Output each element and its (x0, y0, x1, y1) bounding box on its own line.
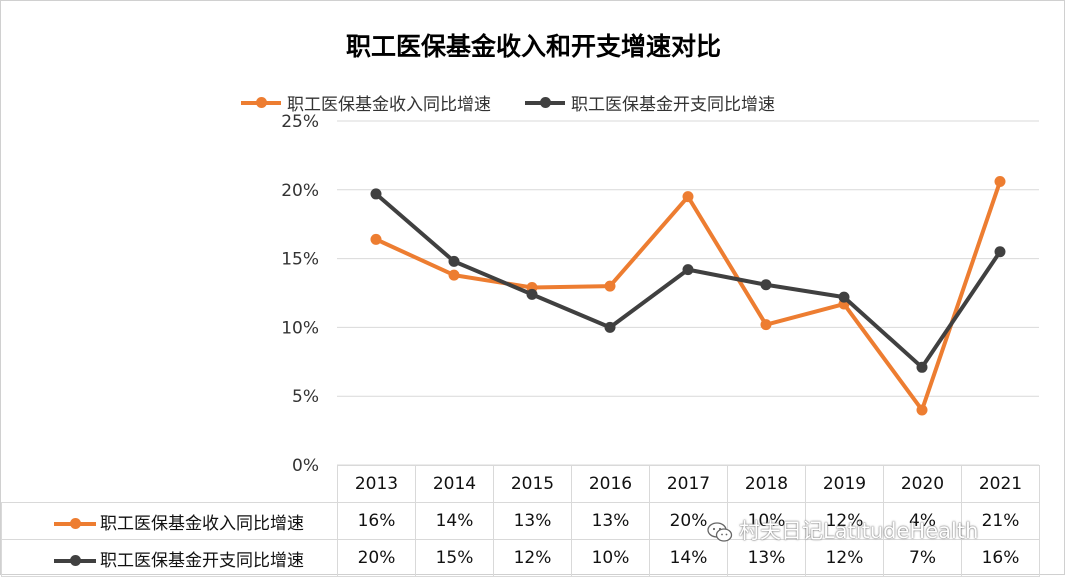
data-point-expense (370, 188, 382, 200)
table-row-label-expense: 职工医保基金开支同比增速 (100, 550, 304, 571)
table-row-header-income: 职工医保基金收入同比增速 (1, 502, 338, 540)
data-point-expense (682, 264, 694, 276)
table-value-cell: 13% (493, 502, 572, 540)
table-key-expense (54, 553, 96, 569)
table-value-cell: 4% (883, 502, 962, 540)
table-year-cell: 2019 (805, 465, 884, 503)
data-point-expense (994, 246, 1006, 258)
table-year-cell: 2014 (415, 465, 494, 503)
y-tick-label: 15% (281, 250, 319, 270)
table-header-row: 2013 2014 2015 2016 2017 2018 2019 2020 … (1, 465, 1040, 503)
wechat-icon (707, 522, 733, 542)
data-point-income (994, 176, 1006, 188)
data-point-income (604, 280, 616, 292)
table-corner-cell (1, 465, 338, 503)
table-value-cell: 7% (883, 539, 962, 577)
table-value-cell: 12% (805, 502, 884, 540)
series-line-income (374, 179, 1002, 412)
watermark: 村夫日记LatitudeHealth (707, 515, 978, 545)
legend-swatch-income (241, 92, 281, 112)
table-value-cell: 10% (571, 539, 650, 577)
data-point-expense (760, 279, 772, 291)
chart-legend: 职工医保基金收入同比增速 职工医保基金开支同比增速 (241, 89, 809, 115)
data-point-expense (838, 291, 850, 303)
table-value-cell: 13% (727, 539, 806, 577)
table-row-header-expense: 职工医保基金开支同比增速 (1, 539, 338, 577)
y-tick-label: 20% (281, 181, 319, 201)
table-value-cell: 20% (337, 539, 416, 577)
data-point-income (448, 269, 460, 281)
table-value-cell: 14% (649, 539, 728, 577)
data-point-expense (526, 288, 538, 300)
legend-label-income: 职工医保基金收入同比增速 (287, 94, 491, 115)
table-row-expense: 职工医保基金开支同比增速 20% 15% 12% 10% 14% 13% 12%… (1, 539, 1040, 577)
table-year-cell: 2021 (961, 465, 1040, 503)
table-year-cell: 2016 (571, 465, 650, 503)
y-tick-label: 10% (281, 318, 319, 338)
data-point-expense (604, 321, 616, 333)
table-value-cell: 14% (415, 502, 494, 540)
table-year-cell: 2015 (493, 465, 572, 503)
table-value-cell: 13% (571, 502, 650, 540)
table-year-cell: 2018 (727, 465, 806, 503)
data-point-income (760, 319, 772, 331)
table-year-cell: 2020 (883, 465, 962, 503)
legend-swatch-expense (525, 92, 565, 112)
data-point-income (682, 191, 694, 203)
table-value-cell: 15% (415, 539, 494, 577)
table-year-cell: 2017 (649, 465, 728, 503)
watermark-text: 村夫日记LatitudeHealth (739, 519, 979, 543)
y-tick-label: 25% (281, 112, 319, 132)
table-value-cell: 12% (493, 539, 572, 577)
legend-label-expense: 职工医保基金开支同比增速 (571, 94, 775, 115)
data-point-expense (916, 361, 928, 373)
data-point-income (916, 404, 928, 416)
table-key-income (54, 516, 96, 532)
table-row-income: 职工医保基金收入同比增速 16% 14% 13% 13% 20% 10% 12%… (1, 502, 1040, 540)
table-year-cell: 2013 (337, 465, 416, 503)
y-tick-label: 5% (292, 387, 319, 407)
chart-title: 职工医保基金收入和开支增速对比 (345, 32, 721, 61)
table-value-cell: 16% (961, 539, 1040, 577)
data-point-income (370, 233, 382, 245)
table-row-label-income: 职工医保基金收入同比增速 (100, 513, 304, 534)
table-value-cell: 10% (727, 502, 806, 540)
table-value-cell: 21% (961, 502, 1040, 540)
table-value-cell: 12% (805, 539, 884, 577)
data-point-expense (448, 255, 460, 267)
table-value-cell: 16% (337, 502, 416, 540)
legend-item-income: 职工医保基金收入同比增速 (241, 90, 491, 115)
series-line-expense (374, 191, 1002, 370)
data-table: 2013 2014 2015 2016 2017 2018 2019 2020 … (1, 465, 1040, 577)
legend-item-expense: 职工医保基金开支同比增速 (525, 90, 775, 115)
